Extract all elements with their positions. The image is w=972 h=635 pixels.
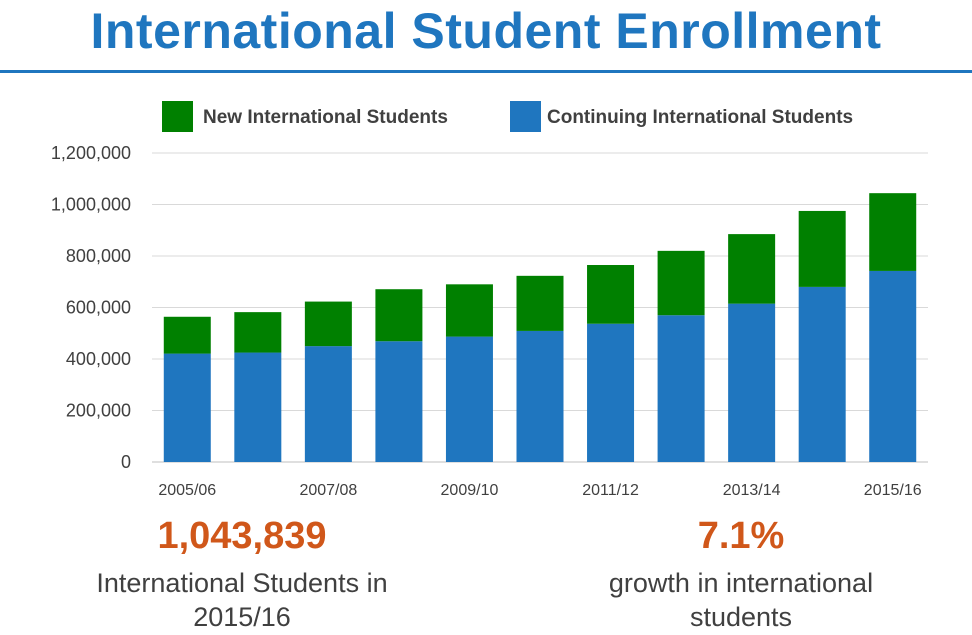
bar-continuing bbox=[587, 323, 635, 462]
x-tick-label: 2011/12 bbox=[582, 482, 639, 499]
bar-new bbox=[657, 250, 705, 316]
bar-continuing bbox=[516, 330, 564, 462]
total-students-caption-line2: 2015/16 bbox=[193, 602, 291, 632]
bar-new bbox=[375, 289, 423, 342]
bar-continuing bbox=[375, 341, 423, 462]
x-tick-label: 2005/06 bbox=[158, 482, 216, 499]
page-title: International Student Enrollment bbox=[90, 3, 882, 59]
legend-swatch bbox=[162, 101, 193, 132]
bar-continuing bbox=[234, 352, 282, 462]
growth-caption-line1: growth in international bbox=[608, 568, 874, 598]
bar-new bbox=[728, 234, 776, 304]
legend-swatch bbox=[510, 101, 541, 132]
y-tick-label: 400,000 bbox=[66, 349, 131, 369]
x-tick-label: 2015/16 bbox=[864, 482, 922, 499]
bar-continuing bbox=[304, 346, 352, 462]
legend-label: Continuing International Students bbox=[547, 107, 853, 128]
bar-continuing bbox=[657, 315, 705, 462]
bar-continuing bbox=[798, 286, 846, 462]
bar-new bbox=[304, 301, 352, 347]
growth-caption-line2: students bbox=[689, 602, 793, 632]
y-tick-label: 0 bbox=[121, 452, 131, 472]
x-tick-label: 2009/10 bbox=[441, 482, 499, 499]
bar-continuing bbox=[728, 303, 776, 462]
bar-new bbox=[234, 312, 282, 353]
title-divider bbox=[0, 70, 972, 73]
y-tick-label: 600,000 bbox=[66, 298, 131, 318]
enrollment-chart: 0 200,000 400,000 600,000 800,000 1,000,000 1,… bbox=[51, 101, 928, 499]
x-tick-label: 2013/14 bbox=[723, 482, 781, 499]
bar-continuing bbox=[445, 336, 493, 462]
bar-new bbox=[869, 193, 917, 271]
bar-new bbox=[587, 265, 635, 324]
bar-continuing bbox=[869, 270, 917, 462]
y-tick-label: 800,000 bbox=[66, 246, 131, 266]
x-tick-label: 2007/08 bbox=[299, 482, 357, 499]
y-tick-label: 1,000,000 bbox=[51, 195, 131, 215]
total-students-value: 1,043,839 bbox=[157, 515, 327, 557]
legend-label: New International Students bbox=[203, 107, 448, 128]
bar-new bbox=[516, 275, 564, 331]
bar-continuing bbox=[163, 353, 211, 462]
bar-new bbox=[163, 316, 211, 354]
total-students-caption-line1: International Students in bbox=[96, 568, 388, 598]
y-tick-label: 200,000 bbox=[66, 401, 131, 421]
bar-new bbox=[798, 210, 846, 287]
y-tick-label: 1,200,000 bbox=[51, 143, 131, 163]
bar-new bbox=[445, 284, 493, 337]
growth-value: 7.1% bbox=[697, 515, 785, 557]
